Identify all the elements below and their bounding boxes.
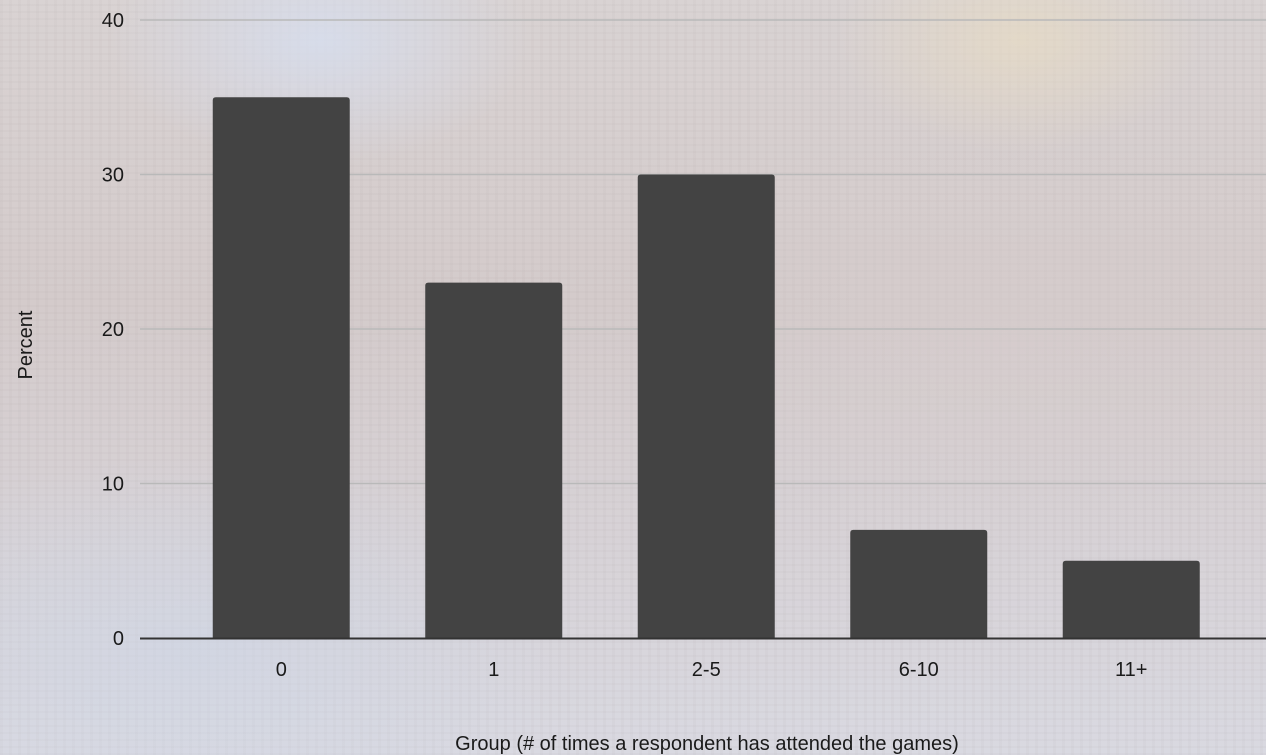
x-tick-label: 11+ — [1115, 659, 1147, 681]
y-axis-ticks: 0 10 20 30 40 — [102, 10, 124, 650]
x-tick-label: 0 — [276, 659, 287, 681]
bar-0 — [212, 97, 350, 638]
x-axis-ticks: 0 1 2-5 6-10 11+ — [276, 659, 1148, 681]
x-axis-title: Group (# of times a respondent has atten… — [455, 733, 959, 755]
x-tick-label: 6-10 — [899, 659, 939, 681]
y-tick-label: 40 — [102, 10, 124, 32]
y-tick-label: 10 — [102, 474, 124, 496]
y-tick-label: 0 — [113, 628, 124, 650]
x-tick-label: 2-5 — [692, 659, 721, 681]
bar-11+ — [1062, 560, 1200, 638]
y-tick-label: 20 — [102, 319, 124, 341]
y-axis-title: Percent — [15, 310, 37, 379]
x-tick-label: 1 — [488, 659, 499, 681]
bar-6-10 — [850, 529, 988, 638]
bars — [212, 97, 1200, 638]
bar-1 — [425, 282, 563, 638]
y-tick-label: 30 — [102, 165, 124, 187]
bar-2-5 — [637, 174, 775, 638]
